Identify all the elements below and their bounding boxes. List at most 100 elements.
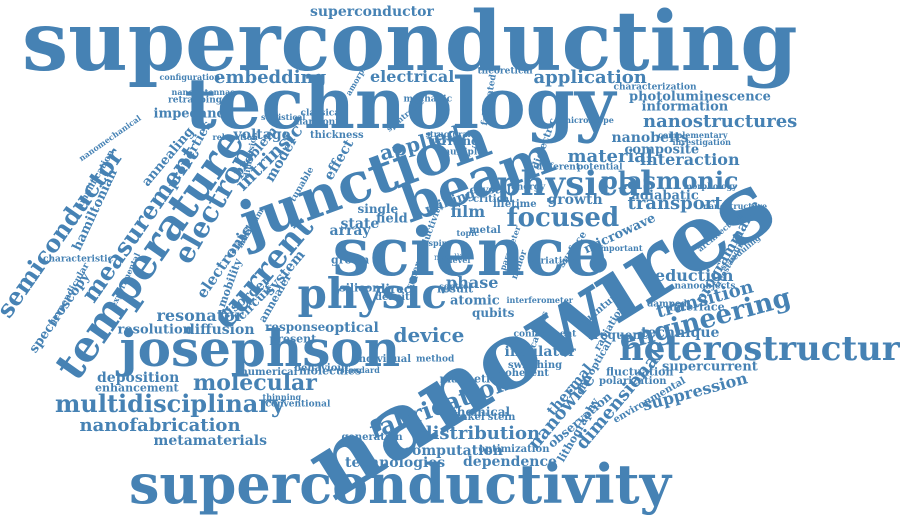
cloud-word: distribution (420, 423, 541, 444)
cloud-word: film (450, 202, 486, 221)
cloud-word: energy (511, 182, 546, 193)
cloud-word: result (437, 282, 474, 296)
cloud-word: interaction (640, 150, 740, 169)
cloud-word: qubits (472, 306, 515, 320)
cloud-word: technique (641, 325, 720, 341)
cloud-word: array (329, 223, 371, 239)
cloud-word: focused (506, 203, 620, 233)
cloud-word: control (439, 281, 472, 291)
cloud-word: single (357, 202, 399, 216)
cloud-word: magnetic (439, 372, 497, 386)
cloud-word: present (269, 332, 317, 346)
cloud-word: writing (431, 134, 480, 148)
cloud-word: material (567, 146, 653, 167)
cloud-word: josephson (119, 319, 401, 378)
cloud-word: crystal (469, 183, 511, 197)
cloud-word: field (376, 211, 408, 227)
cloud-word: enhancement (95, 381, 179, 395)
cloud-word: dependence (463, 454, 557, 470)
cloud-word: direct (377, 282, 417, 296)
cloud-word: topic (456, 228, 480, 238)
cloud-word: deposition (97, 370, 180, 386)
cloud-word: different (536, 162, 580, 173)
cloud-word: morphology (683, 181, 737, 191)
cloud-word: classical (300, 108, 344, 119)
cloud-word: spin (428, 238, 448, 248)
cloud-word: superconducting (22, 0, 798, 90)
cloud-word: nanoantennas (171, 87, 235, 97)
cloud-word: important (597, 243, 643, 253)
cloud-word: science (332, 213, 608, 291)
cloud-word: interferometer (506, 295, 574, 305)
cloud-word: nanofabrication (79, 415, 241, 436)
cloud-word: finkel'stein (453, 412, 516, 423)
cloud-word: generation (341, 432, 403, 443)
cloud-word: composite (624, 142, 700, 158)
cloud-word: technologies (345, 455, 446, 471)
cloud-word: transport (627, 193, 723, 214)
cloud-word: complementary (658, 130, 728, 140)
cloud-word: adiabatic (631, 188, 699, 204)
cloud-word: superconductivity (129, 452, 671, 516)
cloud-word: physic (297, 269, 447, 318)
cloud-word: nanobelts (611, 130, 689, 146)
cloud-word: resolution (117, 322, 193, 338)
cloud-word: statistical (261, 112, 306, 122)
cloud-word: individual (355, 354, 412, 365)
cloud-word: grown (331, 253, 370, 267)
cloud-word: plasmonic (601, 166, 739, 195)
cloud-word: variation (529, 256, 575, 267)
cloud-word: investigation (672, 137, 732, 147)
cloud-word: numerical (240, 367, 298, 378)
cloud-word: configuration (159, 72, 221, 82)
cloud-word: characteristic (43, 254, 114, 265)
cloud-word: characterization (613, 82, 697, 93)
cloud-word: growth (547, 192, 603, 208)
cloud-word: phase (446, 273, 499, 292)
cloud-word: lifetime (493, 199, 537, 210)
cloud-word: state (340, 216, 380, 232)
cloud-word: harmonic (296, 117, 345, 128)
cloud-word: supercurrent (662, 359, 758, 375)
cloud-word: method (416, 354, 455, 365)
cloud-word: heterostructure (619, 329, 900, 369)
cloud-word: voltage (233, 127, 291, 143)
cloud-word: density (375, 292, 416, 303)
cloud-word: structural (425, 129, 471, 139)
cloud-word: multidisciplinary (55, 389, 285, 418)
cloud-word: embedding (214, 67, 327, 88)
cloud-word: chemical (449, 405, 511, 419)
cloud-word: thinning (262, 392, 302, 402)
cloud-word: silicon (339, 281, 381, 295)
cloud-word: information (641, 99, 729, 115)
cloud-word: polarization (599, 376, 667, 387)
cloud-word: nanostructures (643, 111, 798, 132)
cloud-word: superconductor (310, 4, 434, 20)
cloud-word: conventional (265, 399, 331, 410)
cloud-word: interface (669, 300, 725, 314)
cloud-word: molecules (299, 364, 362, 378)
cloud-word: insulator (504, 344, 576, 360)
cloud-word: optimization (478, 444, 550, 455)
cloud-word: application (533, 67, 647, 88)
cloud-word: nanostructure (703, 201, 768, 211)
cloud-word: response (265, 320, 326, 334)
cloud-word: damped (647, 299, 687, 310)
cloud-word: thickness (310, 130, 364, 141)
cloud-word: retrapping (168, 95, 223, 106)
cloud-word: metallic (434, 253, 467, 262)
cloud-word: optical (325, 320, 379, 336)
cloud-word: standard (340, 365, 380, 375)
cloud-word: device (393, 323, 465, 347)
cloud-word: reduction (646, 266, 734, 285)
cloud-word: critical (473, 194, 513, 205)
cloud-word: relaxation (212, 132, 258, 142)
cloud-word: diffusion (185, 322, 255, 338)
cloud-word: level (449, 255, 471, 265)
cloud-word: physical (497, 164, 653, 204)
cloud-word: metamaterials (153, 433, 267, 449)
cloud-word: nanoobjects (674, 281, 736, 292)
cloud-word: computation (403, 443, 503, 459)
cloud-word: theoretical (477, 66, 533, 77)
